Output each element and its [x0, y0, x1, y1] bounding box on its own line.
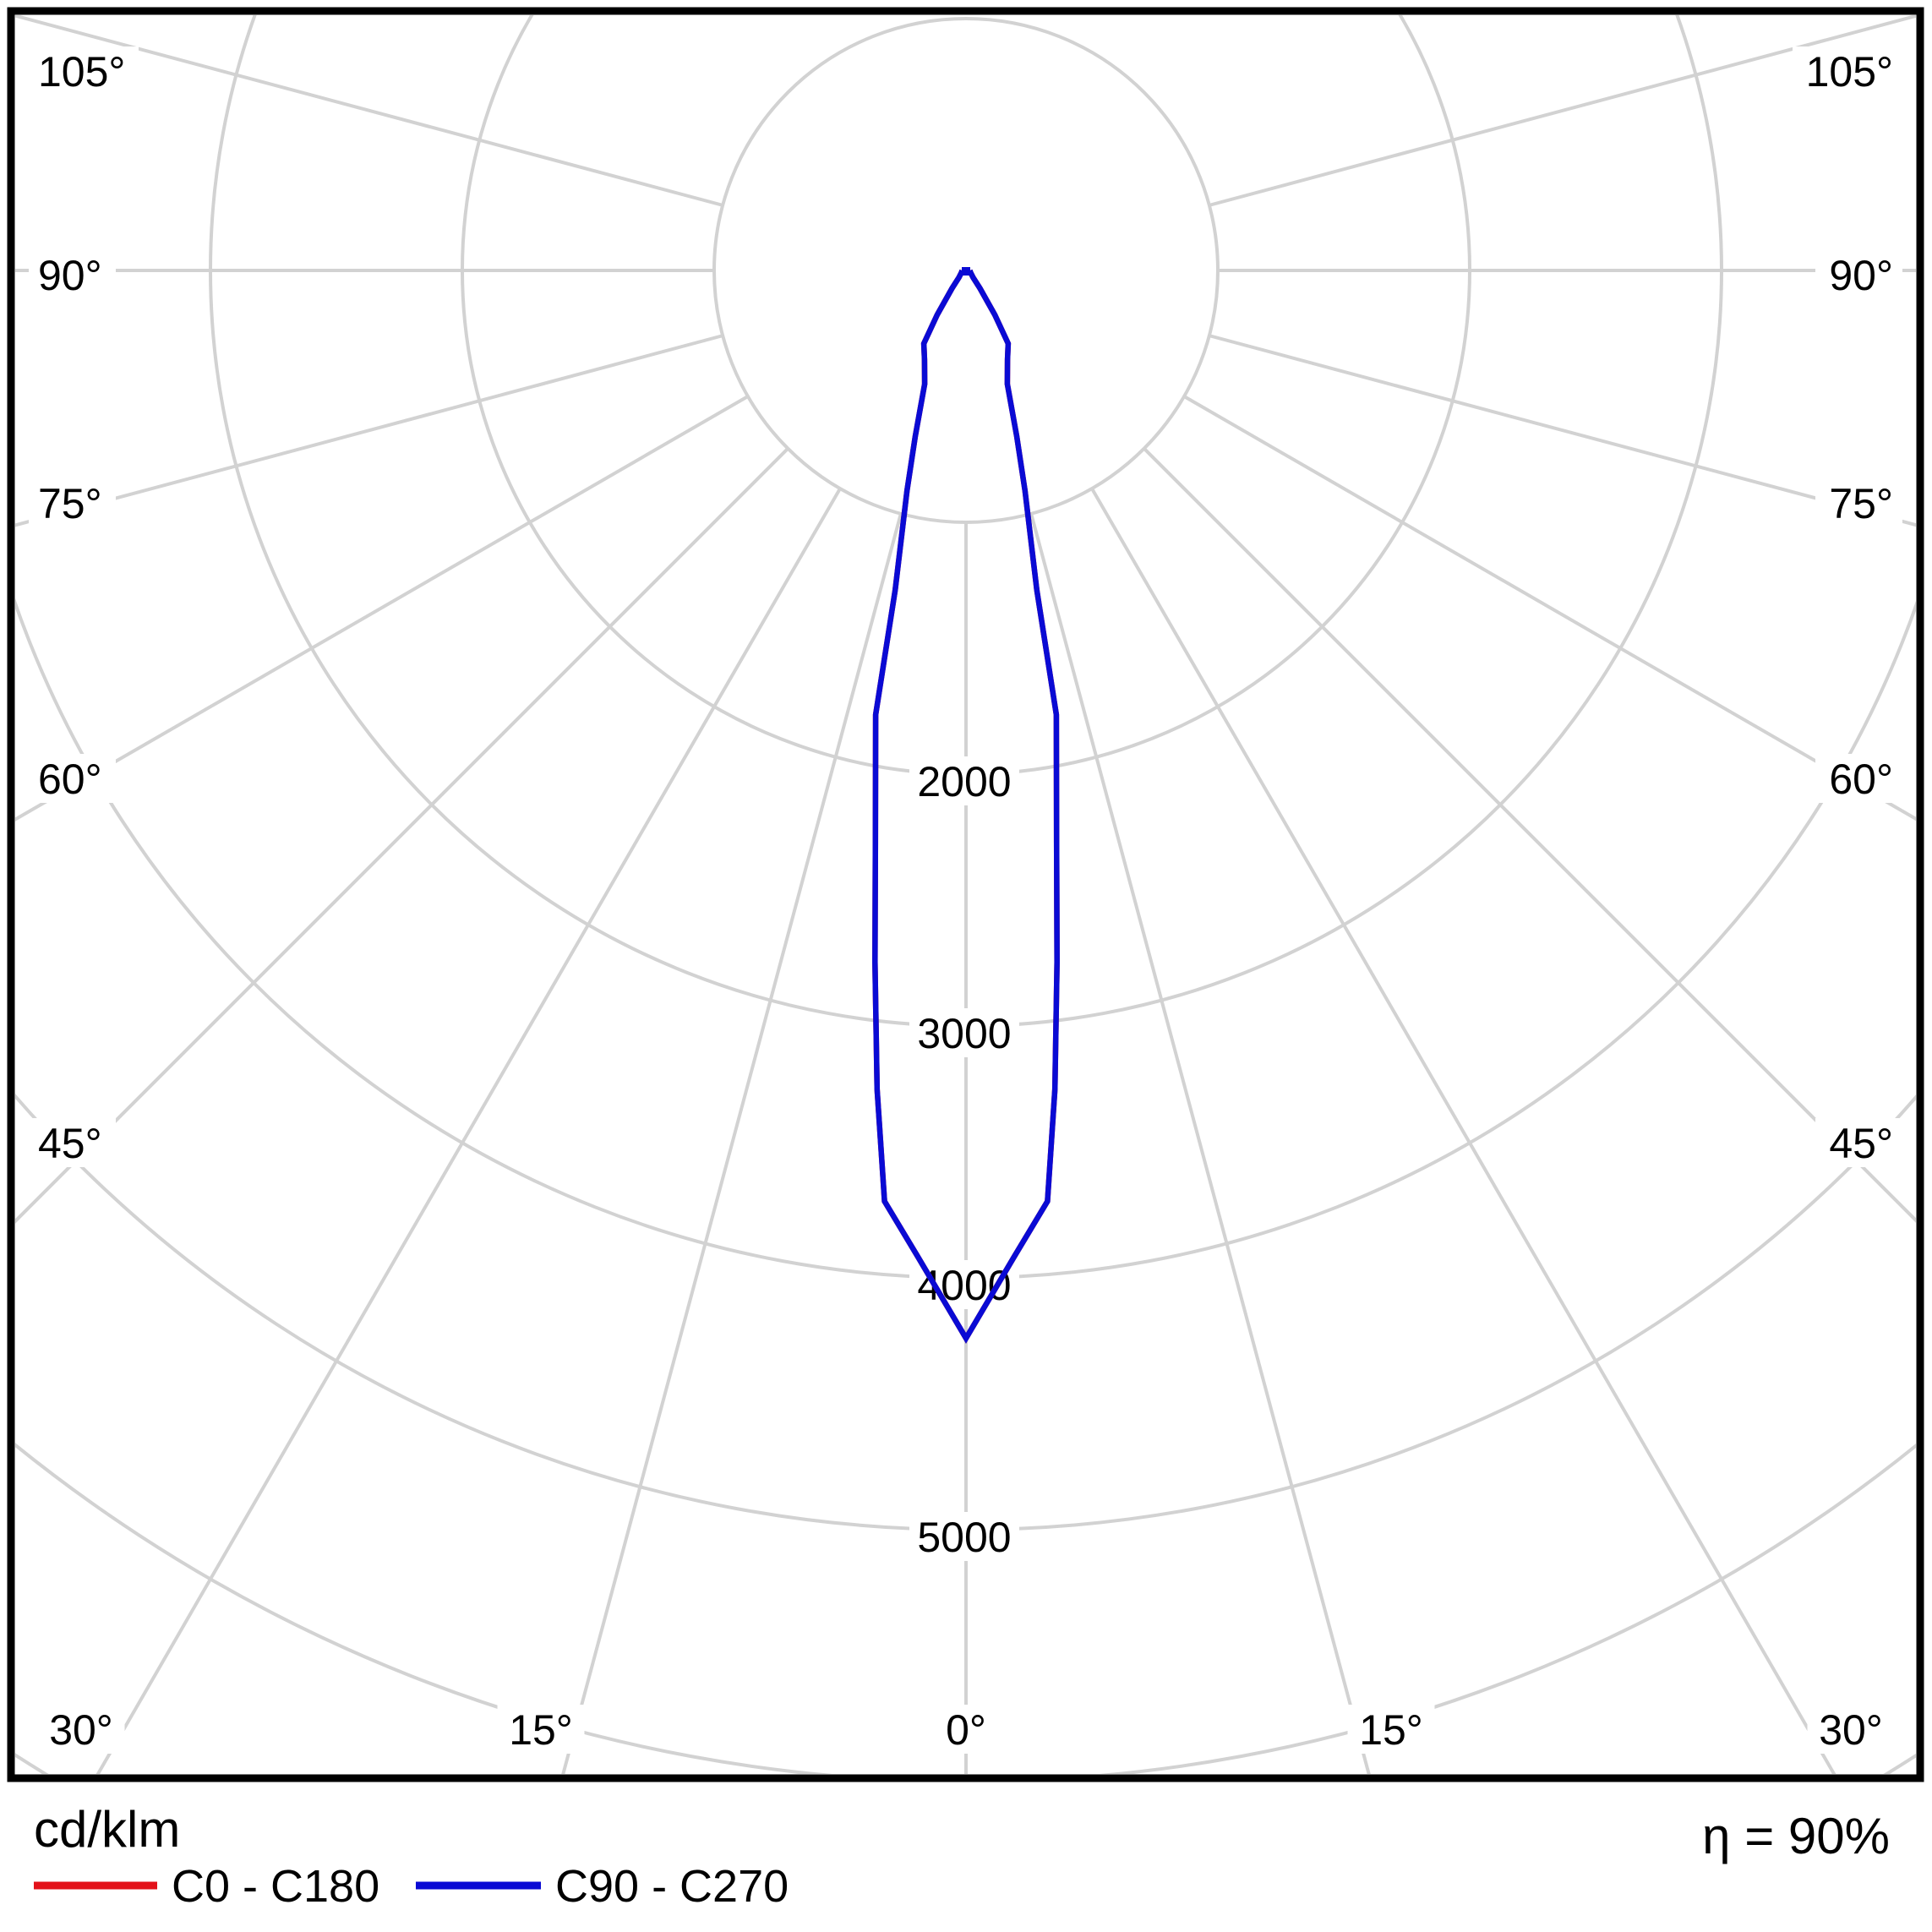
radial-tick-3000: 3000	[917, 1010, 1011, 1057]
angle-ray-left-75	[15, 334, 723, 527]
angle-tick-left-90: 90°	[38, 252, 102, 299]
angle-tick-right-45-mask	[1815, 1118, 1902, 1167]
angle-tick-right-60-mask	[1815, 754, 1902, 803]
angle-ray-right-45	[1143, 447, 1916, 1223]
angle-tick-bottom-0: 30°	[49, 1706, 113, 1754]
angle-ray-left-30	[96, 488, 842, 1774]
angle-tick-right-105-mask	[1793, 46, 1902, 96]
efficiency-label: η = 90%	[1702, 1808, 1890, 1864]
angle-tick-right-60: 60°	[1829, 756, 1893, 803]
angle-tick-bottom-3: 15°	[1359, 1706, 1423, 1754]
plot-border	[7, 7, 1924, 1782]
angle-tick-right-75-mask	[1815, 478, 1902, 527]
angle-tick-bottom-4-mask	[1807, 1705, 1895, 1754]
angle-tick-bottom-4: 30°	[1819, 1706, 1883, 1754]
angle-ray-left-60	[15, 395, 749, 821]
footer: cd/klm η = 90% C0 - C180 C90 - C270	[34, 1801, 1890, 1912]
radial-tick-5000: 5000	[917, 1514, 1011, 1561]
angle-tick-left-60: 60°	[38, 756, 102, 803]
intensity-curves	[872, 267, 1060, 1344]
legend: C0 - C180 C90 - C270	[34, 1861, 789, 1912]
angle-tick-right-45: 45°	[1829, 1120, 1893, 1167]
angle-tick-right-75: 75°	[1829, 480, 1893, 527]
angle-ray-right-105	[1209, 15, 1916, 207]
angle-tick-bottom-3-mask	[1347, 1705, 1435, 1754]
radial-tick-5000-mask	[909, 1512, 1019, 1561]
angle-tick-bottom-2: 0°	[946, 1706, 986, 1754]
angle-tick-right-90-mask	[1815, 250, 1902, 299]
angle-tick-left-75: 75°	[38, 480, 102, 527]
radial-tick-2000: 2000	[917, 758, 1011, 805]
angle-ray-right-30	[1090, 488, 1836, 1774]
radial-tick-2000-mask	[909, 756, 1019, 805]
angle-tick-right-90: 90°	[1829, 252, 1893, 299]
angle-tick-left-90-mask	[29, 250, 116, 299]
curve-c90-c270	[872, 269, 1060, 1344]
angle-ray-left-105	[15, 15, 723, 207]
angle-tick-left-60-mask	[29, 754, 116, 803]
angle-ray-right-60	[1183, 395, 1916, 821]
angle-ray-left-45	[15, 447, 789, 1224]
tick-labels: 105° 90° 75° 60° 45° 105° 90° 75° 60° 45° 30° 15° 0°…	[29, 46, 1902, 1754]
angle-tick-left-105: 105°	[38, 48, 125, 96]
legend-label-c90-c270: C90 - C270	[555, 1861, 789, 1912]
angle-tick-left-75-mask	[29, 478, 116, 527]
angle-tick-bottom-0-mask	[37, 1705, 125, 1754]
units-label: cd/klm	[34, 1801, 180, 1858]
angle-tick-bottom-1: 15°	[509, 1706, 573, 1754]
angle-tick-left-105-mask	[29, 46, 139, 96]
angle-tick-bottom-1-mask	[497, 1705, 585, 1754]
curve-origin-marker	[962, 267, 970, 276]
angle-tick-right-105: 105°	[1806, 48, 1893, 96]
angle-tick-bottom-2-mask	[934, 1705, 998, 1754]
radial-tick-3000-mask	[909, 1008, 1019, 1057]
angle-ray-right-75	[1209, 334, 1916, 527]
angle-tick-left-45: 45°	[38, 1120, 102, 1167]
legend-label-c0-c180: C0 - C180	[172, 1861, 379, 1912]
angle-tick-left-45-mask	[29, 1118, 116, 1167]
